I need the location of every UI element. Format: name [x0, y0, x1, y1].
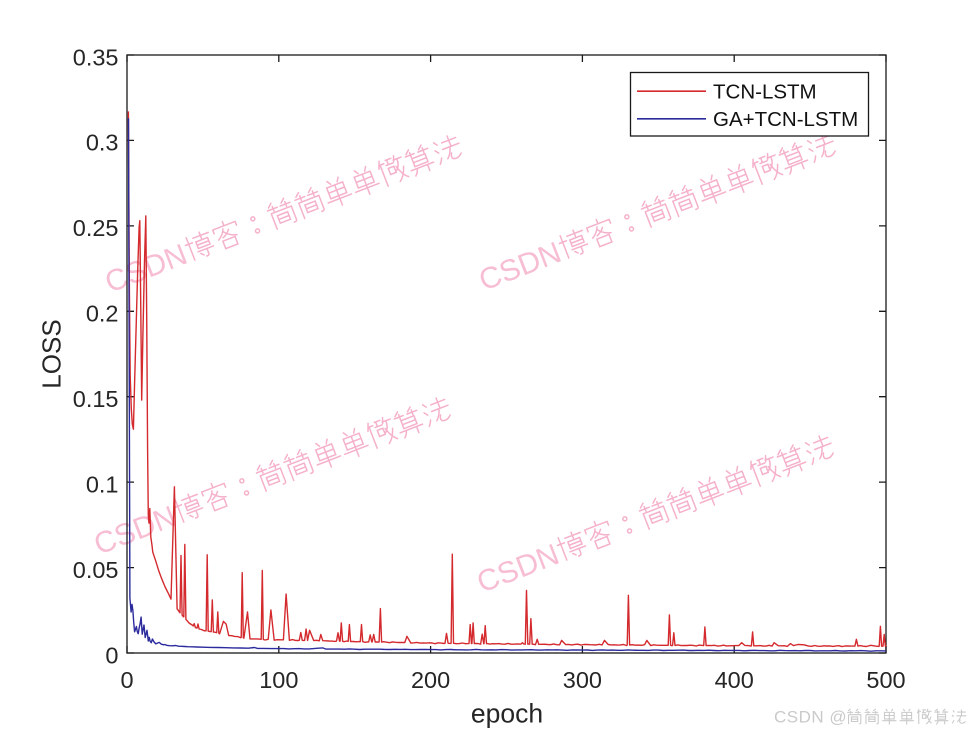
- svg-text:TCN-LSTM: TCN-LSTM: [713, 81, 817, 104]
- svg-text:0.2: 0.2: [86, 301, 119, 327]
- svg-text:CSDN @: CSDN @: [774, 708, 847, 727]
- svg-text:300: 300: [563, 667, 602, 693]
- svg-text:0: 0: [105, 642, 118, 668]
- svg-text:500: 500: [866, 667, 905, 693]
- svg-text:0.35: 0.35: [73, 44, 119, 70]
- svg-text:0.15: 0.15: [73, 386, 119, 412]
- svg-text:GA+TCN-LSTM: GA+TCN-LSTM: [713, 108, 858, 131]
- svg-text:200: 200: [411, 667, 450, 693]
- svg-text:0.3: 0.3: [86, 130, 119, 156]
- svg-text:0.25: 0.25: [73, 215, 119, 241]
- svg-text:LOSS: LOSS: [37, 319, 67, 388]
- svg-text:0: 0: [120, 667, 133, 693]
- svg-text:100: 100: [259, 667, 298, 693]
- svg-text:0.1: 0.1: [86, 471, 119, 497]
- svg-text:0.05: 0.05: [73, 557, 119, 583]
- svg-text:epoch: epoch: [471, 699, 543, 729]
- svg-text:400: 400: [715, 667, 754, 693]
